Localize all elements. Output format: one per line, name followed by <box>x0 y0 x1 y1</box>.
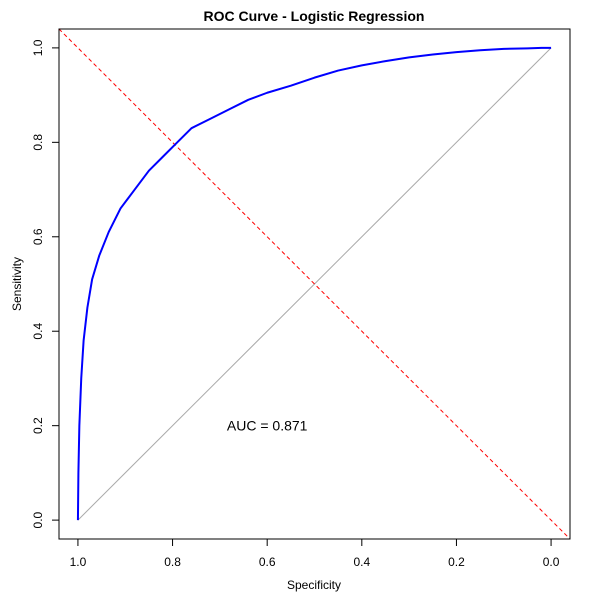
chart-title: ROC Curve - Logistic Regression <box>204 8 425 24</box>
y-tick-label: 0.2 <box>31 417 45 434</box>
x-tick-label: 0.0 <box>543 555 560 569</box>
plot-lines <box>58 28 571 540</box>
y-tick-label: 0.4 <box>31 323 45 340</box>
y-axis: 0.0 0.2 0.4 0.6 0.8 1.0 <box>31 39 60 528</box>
x-axis: 1.0 0.8 0.6 0.4 0.2 0.0 <box>70 538 560 569</box>
dashed-diagonal-line <box>58 28 571 540</box>
y-tick-label: 0.8 <box>31 134 45 151</box>
x-tick-label: 0.6 <box>259 555 276 569</box>
x-axis-label: Specificity <box>287 578 341 592</box>
y-tick-label: 0.0 <box>31 511 45 528</box>
y-axis-label: Sensitivity <box>10 257 24 311</box>
x-tick-label: 0.8 <box>164 555 181 569</box>
roc-curve-line <box>76 46 552 521</box>
auc-annotation: AUC = 0.871 <box>227 418 308 434</box>
x-tick-label: 1.0 <box>70 555 87 569</box>
y-tick-label: 1.0 <box>31 39 45 56</box>
y-tick-label: 0.6 <box>31 228 45 245</box>
x-tick-label: 0.4 <box>353 555 370 569</box>
x-tick-label: 0.2 <box>448 555 465 569</box>
